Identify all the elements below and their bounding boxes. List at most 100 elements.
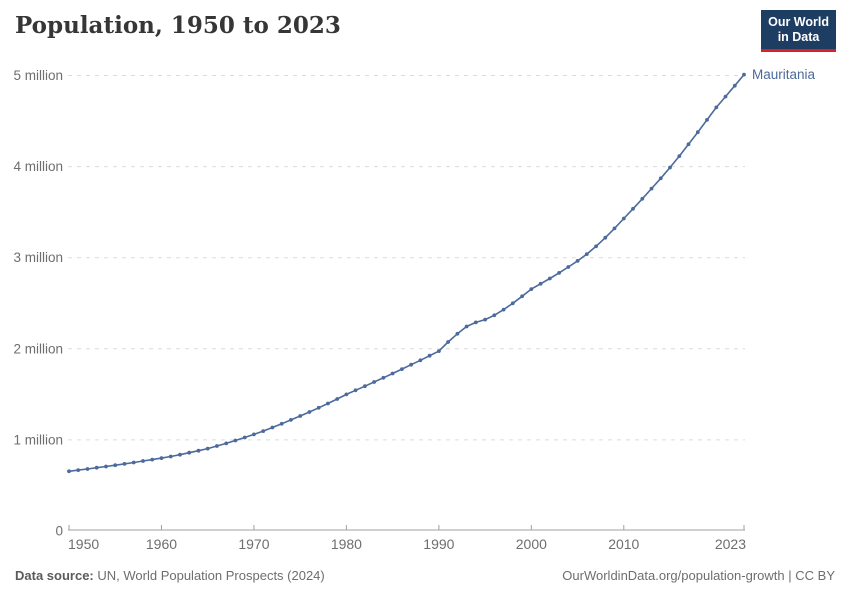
x-tick-label: 1970 xyxy=(238,536,269,552)
data-point[interactable] xyxy=(279,421,284,426)
data-source-value: UN, World Population Prospects (2024) xyxy=(97,568,325,583)
data-point[interactable] xyxy=(483,317,487,322)
data-point[interactable] xyxy=(705,118,709,122)
data-point[interactable] xyxy=(603,235,608,240)
data-point[interactable] xyxy=(510,301,515,306)
population-line-chart[interactable]: 0 1 million 2 million 3 million 4 million 5 m… xyxy=(0,0,850,560)
data-point[interactable] xyxy=(94,465,99,470)
data-point[interactable] xyxy=(437,349,441,353)
x-tick-label: 2023 xyxy=(715,536,746,552)
data-point[interactable] xyxy=(261,429,266,433)
data-point[interactable] xyxy=(529,287,534,291)
data-point[interactable] xyxy=(178,452,182,457)
data-point[interactable] xyxy=(113,463,118,468)
entity-label[interactable]: Mauritania xyxy=(752,67,816,82)
data-point[interactable] xyxy=(141,459,145,463)
footer-separator: | xyxy=(788,568,792,583)
data-point[interactable] xyxy=(695,130,700,135)
data-point[interactable] xyxy=(501,307,506,312)
y-tick-label: 2 million xyxy=(13,341,63,356)
data-point[interactable] xyxy=(418,358,423,363)
data-point[interactable] xyxy=(742,72,746,77)
data-point[interactable] xyxy=(668,165,672,170)
x-tick-label: 1990 xyxy=(423,536,454,552)
data-point[interactable] xyxy=(714,105,719,110)
y-tick-label: 0 xyxy=(55,524,63,539)
data-point[interactable] xyxy=(612,226,617,231)
data-source-label: Data source: xyxy=(15,568,94,583)
x-tick-label: 2000 xyxy=(516,536,547,552)
data-point[interactable] xyxy=(289,418,293,422)
data-point[interactable] xyxy=(335,397,340,401)
data-point[interactable] xyxy=(353,388,358,393)
data-point[interactable] xyxy=(584,252,589,256)
data-point[interactable] xyxy=(723,94,728,99)
data-point[interactable] xyxy=(168,454,173,459)
data-point[interactable] xyxy=(732,83,737,88)
data-point[interactable] xyxy=(344,392,349,397)
data-point[interactable] xyxy=(594,244,598,249)
data-point[interactable] xyxy=(205,446,210,451)
y-tick-label: 5 million xyxy=(13,68,63,83)
data-point[interactable] xyxy=(316,405,321,410)
data-point[interactable] xyxy=(621,216,626,221)
logo-line-2: in Data xyxy=(777,30,820,44)
footer-link[interactable]: OurWorldinData.org/population-growth xyxy=(562,568,785,583)
data-point[interactable] xyxy=(390,371,395,376)
page-title: Population, 1950 to 2023 xyxy=(15,12,341,39)
data-source: Data source: UN, World Population Prospe… xyxy=(15,568,325,583)
data-point[interactable] xyxy=(67,469,71,474)
data-point[interactable] xyxy=(131,460,136,465)
data-point[interactable] xyxy=(677,154,682,159)
data-point[interactable] xyxy=(400,367,404,371)
data-point[interactable] xyxy=(547,276,552,281)
data-point[interactable] xyxy=(427,353,432,358)
data-point[interactable] xyxy=(575,259,580,263)
logo-line-1: Our World xyxy=(768,15,829,29)
data-point[interactable] xyxy=(649,186,654,191)
data-point[interactable] xyxy=(326,401,330,406)
data-point[interactable] xyxy=(233,438,238,443)
data-point[interactable] xyxy=(104,464,108,469)
data-point[interactable] xyxy=(658,176,663,181)
data-point[interactable] xyxy=(640,196,645,201)
data-point[interactable] xyxy=(473,320,478,325)
data-point[interactable] xyxy=(566,265,571,269)
data-point[interactable] xyxy=(538,281,543,286)
data-point[interactable] xyxy=(464,324,469,329)
x-tick-label: 2010 xyxy=(608,536,639,552)
data-point[interactable] xyxy=(242,435,247,440)
x-tick-label: 1950 xyxy=(68,536,99,552)
x-tick-label: 1960 xyxy=(146,536,177,552)
footer-right: OurWorldinData.org/population-growth | C… xyxy=(562,568,835,583)
data-point[interactable] xyxy=(252,432,256,437)
data-point[interactable] xyxy=(196,448,201,453)
data-point[interactable] xyxy=(215,444,219,448)
data-point[interactable] xyxy=(686,142,691,147)
data-point[interactable] xyxy=(631,206,635,211)
data-point[interactable] xyxy=(492,313,497,318)
data-point[interactable] xyxy=(187,450,192,455)
data-point[interactable] xyxy=(372,380,376,384)
data-point[interactable] xyxy=(298,414,303,418)
data-point[interactable] xyxy=(85,467,90,471)
x-tick-label: 1980 xyxy=(331,536,362,552)
data-point[interactable] xyxy=(159,456,164,460)
chart-footer: Data source: UN, World Population Prospe… xyxy=(15,568,835,583)
data-point[interactable] xyxy=(150,457,155,462)
owid-logo[interactable]: Our World in Data xyxy=(761,10,836,52)
data-point[interactable] xyxy=(520,294,524,299)
data-point[interactable] xyxy=(224,441,229,446)
data-point[interactable] xyxy=(381,375,386,380)
y-tick-label: 1 million xyxy=(13,432,63,447)
data-point[interactable] xyxy=(122,462,127,466)
data-point[interactable] xyxy=(363,384,367,389)
data-point[interactable] xyxy=(557,271,561,275)
data-point[interactable] xyxy=(307,410,312,414)
data-point[interactable] xyxy=(76,468,81,472)
data-point[interactable] xyxy=(270,425,275,430)
data-point[interactable] xyxy=(455,331,460,336)
data-point[interactable] xyxy=(446,340,450,344)
data-point[interactable] xyxy=(409,362,413,367)
